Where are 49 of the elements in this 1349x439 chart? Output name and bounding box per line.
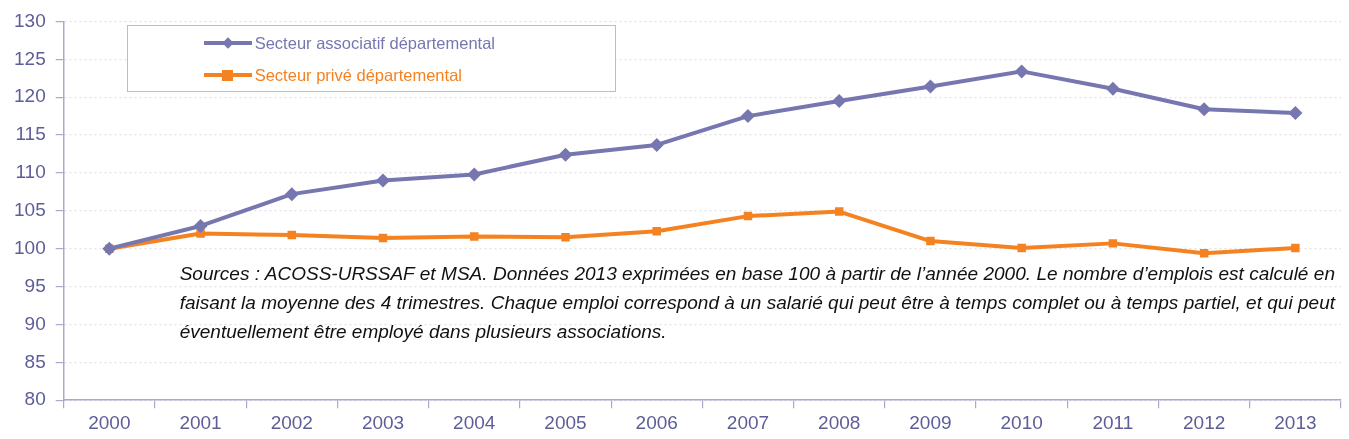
y-tick-label: 130 — [14, 9, 46, 31]
y-tick-label: 95 — [24, 274, 46, 296]
x-tick-label: 2005 — [544, 411, 587, 433]
point — [1017, 243, 1026, 253]
x-tick-label: 2003 — [361, 411, 405, 433]
point — [649, 137, 664, 152]
y-tick-label: 105 — [14, 199, 46, 221]
point — [1108, 239, 1118, 248]
y-tick-label: 90 — [24, 312, 46, 334]
point — [558, 147, 573, 162]
point — [834, 207, 844, 216]
legend-label: Secteur privé départemental — [254, 65, 462, 85]
point — [376, 173, 391, 188]
x-tick-label: 2012 — [1183, 411, 1226, 433]
point — [561, 233, 570, 242]
annotation: Sources : ACOSS-URSSAF et MSA. Données 2013 exprimées en base 100 à partir de l’année 2000. Le nombre d’emplois est calculé en faisant la moyenne des 4 trimestres. Chaque emploi correspond à un salarié qui peut être à temps complet ou à temps partiel, et qui peut éventuellement être employé dans plusieurs associations. — [179, 262, 1335, 345]
x-tick-label: 2004 — [453, 411, 496, 433]
point — [923, 79, 938, 94]
x-tick-label: 2009 — [909, 411, 952, 433]
point — [1291, 243, 1300, 253]
point — [740, 109, 755, 124]
point — [1014, 64, 1029, 79]
point — [1197, 102, 1212, 117]
x-tick-label: 2013 — [1274, 411, 1317, 433]
point — [1288, 106, 1303, 121]
point — [467, 167, 482, 182]
y-tick-label: 115 — [15, 123, 46, 145]
y-tick-label: 125 — [14, 47, 46, 69]
x-tick-label: 2011 — [1092, 411, 1134, 433]
x-tick-label: 2000 — [88, 411, 131, 433]
point — [193, 218, 208, 233]
y-tick-label: 120 — [14, 85, 46, 107]
x-tick-label: 2006 — [635, 411, 678, 433]
point — [926, 236, 935, 246]
point — [284, 187, 299, 202]
y-tick-label: 110 — [15, 161, 46, 183]
y-tick-label: 85 — [24, 350, 46, 372]
point — [1105, 81, 1120, 96]
y-tick-label: 100 — [14, 236, 46, 258]
point — [652, 227, 661, 236]
y-tick-label: 80 — [24, 388, 46, 410]
x-tick-label: 2002 — [270, 411, 313, 433]
point — [470, 232, 479, 241]
x-tick-label: 2008 — [818, 411, 861, 433]
x-tick-label: 2007 — [726, 411, 770, 433]
point — [832, 93, 847, 108]
x-tick-label: 2010 — [1000, 411, 1043, 433]
legend-label: Secteur associatif départemental — [254, 33, 495, 53]
x-tick-label: 2001 — [179, 411, 222, 433]
